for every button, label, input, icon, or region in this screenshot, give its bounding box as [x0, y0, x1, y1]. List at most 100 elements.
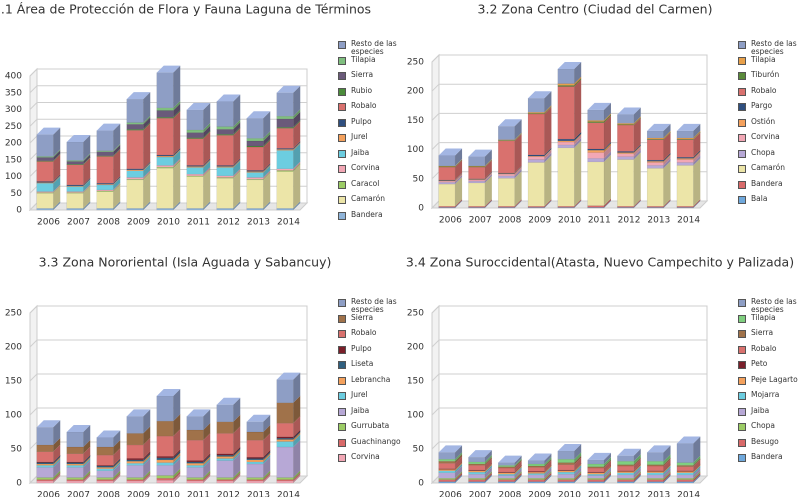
- legend-item: Robalo: [738, 86, 800, 96]
- bar-segment: [438, 463, 456, 469]
- bar-side: [263, 133, 271, 147]
- bar-side: [203, 422, 211, 441]
- bar-segment: [587, 467, 605, 473]
- bar-segment: [527, 473, 545, 476]
- bar-side: [203, 158, 211, 167]
- legend-label: Resto de las especies: [751, 297, 797, 314]
- bar-top: [676, 436, 701, 444]
- bar-segment: [617, 124, 634, 152]
- bar-segment: [66, 463, 84, 466]
- bar-side: [263, 451, 271, 460]
- legend-item: Resto de las especies: [738, 40, 800, 56]
- bar-side: [173, 158, 181, 168]
- bar-side: [293, 473, 301, 483]
- bar-segment: [617, 114, 634, 124]
- bar-side: [574, 444, 582, 460]
- bar-side: [514, 459, 522, 469]
- legend-label: Lebrancha: [351, 374, 391, 384]
- bar-side: [663, 467, 671, 479]
- bar-segment: [557, 462, 575, 465]
- bar-side: [173, 110, 181, 119]
- bar-side: [233, 426, 241, 454]
- legend-label: Jaiba: [751, 405, 770, 415]
- bar-side: [143, 92, 151, 123]
- bar-side: [293, 111, 301, 128]
- legend-label: Pulpo: [351, 343, 372, 353]
- bar-side: [143, 201, 151, 210]
- grid-line-side: [29, 339, 38, 348]
- bar-side: [603, 472, 611, 482]
- bar-side: [233, 94, 241, 127]
- bar-side: [574, 474, 582, 483]
- bar-segment: [96, 446, 114, 456]
- bar-segment: [186, 479, 204, 482]
- bar-segment: [96, 465, 114, 468]
- x-tick-label: 2012: [618, 491, 641, 497]
- bar-side: [83, 185, 91, 194]
- legend-label: Pulpo: [351, 116, 372, 126]
- bar-side: [263, 131, 271, 141]
- bar-segment: [557, 83, 575, 86]
- bar-side: [514, 465, 522, 475]
- bar-segment: [676, 474, 694, 479]
- bar-segment: [557, 141, 575, 146]
- bar-segment: [676, 162, 694, 166]
- bar-segment: [557, 473, 575, 479]
- bar-side: [633, 472, 641, 482]
- x-tick-label: 2011: [588, 491, 611, 497]
- bar-side: [53, 174, 61, 183]
- bar-side: [263, 414, 271, 432]
- grid-line-side: [431, 171, 440, 180]
- bar-segment: [646, 165, 664, 169]
- bar-side: [173, 111, 181, 156]
- legend-swatch: [738, 314, 746, 323]
- bar-side: [455, 452, 463, 462]
- bar-segment: [36, 182, 54, 192]
- bar-side: [113, 144, 121, 156]
- grid-line-side: [29, 305, 38, 314]
- bar-side: [633, 467, 641, 479]
- bar-segment: [498, 466, 515, 469]
- y-tick-label: 100: [5, 411, 22, 421]
- bar-segment: [276, 437, 294, 440]
- bar-side: [143, 122, 151, 131]
- bar-segment: [36, 462, 54, 465]
- bar-top: [36, 420, 61, 428]
- bar-side: [574, 78, 582, 87]
- bar-top: [498, 119, 522, 127]
- y-tick-label: 50: [413, 174, 425, 184]
- bar-side: [143, 473, 151, 483]
- bar-side: [263, 201, 271, 210]
- bar-segment: [468, 182, 486, 207]
- legend-item: Caracol: [338, 179, 400, 189]
- bar-segment: [557, 471, 575, 475]
- bar-side: [203, 473, 211, 483]
- bar-segment: [216, 165, 234, 167]
- bar-segment: [126, 461, 144, 464]
- bar-side: [53, 455, 61, 464]
- bar-segment: [468, 156, 486, 167]
- grid-line-side: [29, 102, 38, 110]
- bar-segment: [36, 467, 54, 478]
- bar-side: [53, 184, 61, 193]
- x-tick-label: 2014: [677, 491, 700, 497]
- bar-top: [66, 425, 91, 432]
- bar-segment: [96, 468, 114, 471]
- bar-segment: [216, 175, 234, 178]
- x-tick-label: 2011: [187, 491, 210, 497]
- bar-side: [53, 149, 61, 158]
- legend-swatch: [738, 149, 746, 158]
- bar-side: [83, 455, 91, 464]
- x-tick-label: 2012: [618, 216, 641, 226]
- bar-side: [143, 163, 151, 178]
- legend-label: Besugo: [751, 436, 779, 446]
- bar-side: [263, 456, 271, 478]
- bar-side: [83, 179, 91, 192]
- bar-segment: [676, 470, 694, 472]
- bar-segment: [557, 138, 575, 142]
- legend-swatch: [738, 41, 746, 49]
- bar-side: [113, 472, 121, 481]
- bar-side: [544, 467, 552, 479]
- legend-swatch: [338, 72, 346, 80]
